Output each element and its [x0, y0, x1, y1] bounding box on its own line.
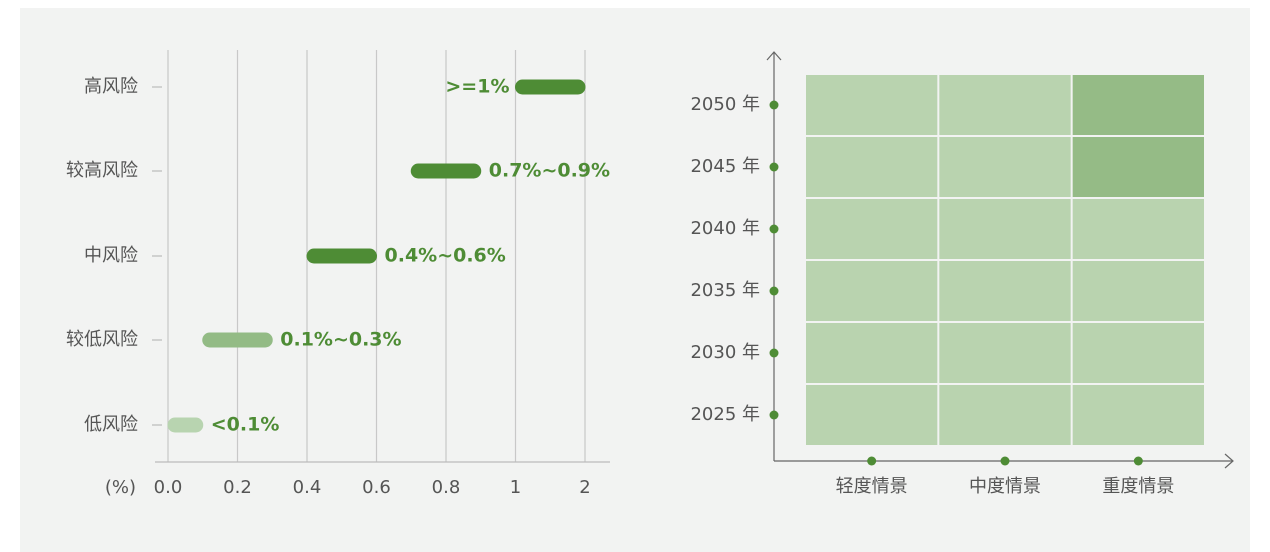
heat-cell: [1072, 75, 1204, 135]
heat-cell: [806, 323, 938, 383]
x-tick-label: 1: [510, 477, 521, 498]
y-tick-label: 低风险: [84, 414, 138, 435]
heat-cell: [806, 199, 938, 259]
row-marker: [769, 286, 779, 296]
column-label: 中度情景: [969, 476, 1041, 497]
row-label: 2040 年: [690, 218, 760, 239]
heat-cell: [939, 385, 1071, 445]
value-label: 0.1%~0.3%: [280, 329, 401, 351]
x-axis-label: (%): [105, 477, 136, 498]
x-tick-label: 0.6: [362, 477, 391, 498]
x-tick-label: 0.0: [154, 477, 183, 498]
row-marker: [769, 162, 779, 172]
x-tick-label: 0.4: [293, 477, 322, 498]
x-arrow: [1224, 453, 1234, 469]
row-marker: [769, 100, 779, 110]
column-marker: [1000, 456, 1010, 466]
heat-cell: [939, 137, 1071, 197]
column-label: 轻度情景: [836, 476, 908, 497]
heat-cell: [939, 323, 1071, 383]
heat-cell: [939, 199, 1071, 259]
column-marker: [867, 456, 877, 466]
y-tick-label: 中风险: [84, 245, 138, 266]
value-label: >=1%: [445, 76, 509, 98]
y-tick-label: 较高风险: [66, 160, 138, 181]
heat-cell: [806, 137, 938, 197]
row-label: 2025 年: [690, 404, 760, 425]
heat-cell: [939, 261, 1071, 321]
heat-cell: [806, 385, 938, 445]
x-tick-label: 0.8: [432, 477, 461, 498]
value-label: 0.7%~0.9%: [489, 160, 610, 182]
row-marker: [769, 224, 779, 234]
y-arrow: [766, 51, 782, 61]
heat-cell: [1072, 323, 1204, 383]
heat-cell: [1072, 261, 1204, 321]
heat-cell: [806, 261, 938, 321]
row-marker: [769, 348, 779, 358]
row-label: 2050 年: [690, 94, 760, 115]
x-tick-label: 0.2: [223, 477, 252, 498]
x-tick-label: 2: [579, 477, 590, 498]
row-label: 2045 年: [690, 156, 760, 177]
heat-cell: [1072, 137, 1204, 197]
y-tick-label: 高风险: [84, 76, 138, 97]
column-label: 重度情景: [1102, 476, 1174, 497]
heat-cell: [1072, 385, 1204, 445]
row-marker: [769, 410, 779, 420]
column-marker: [1133, 456, 1143, 466]
row-label: 2035 年: [690, 280, 760, 301]
heat-cell: [939, 75, 1071, 135]
value-label: <0.1%: [211, 414, 280, 436]
y-tick-label: 较低风险: [66, 329, 138, 350]
heat-cell: [1072, 199, 1204, 259]
row-label: 2030 年: [690, 342, 760, 363]
heat-cell: [806, 75, 938, 135]
value-label: 0.4%~0.6%: [385, 245, 506, 267]
